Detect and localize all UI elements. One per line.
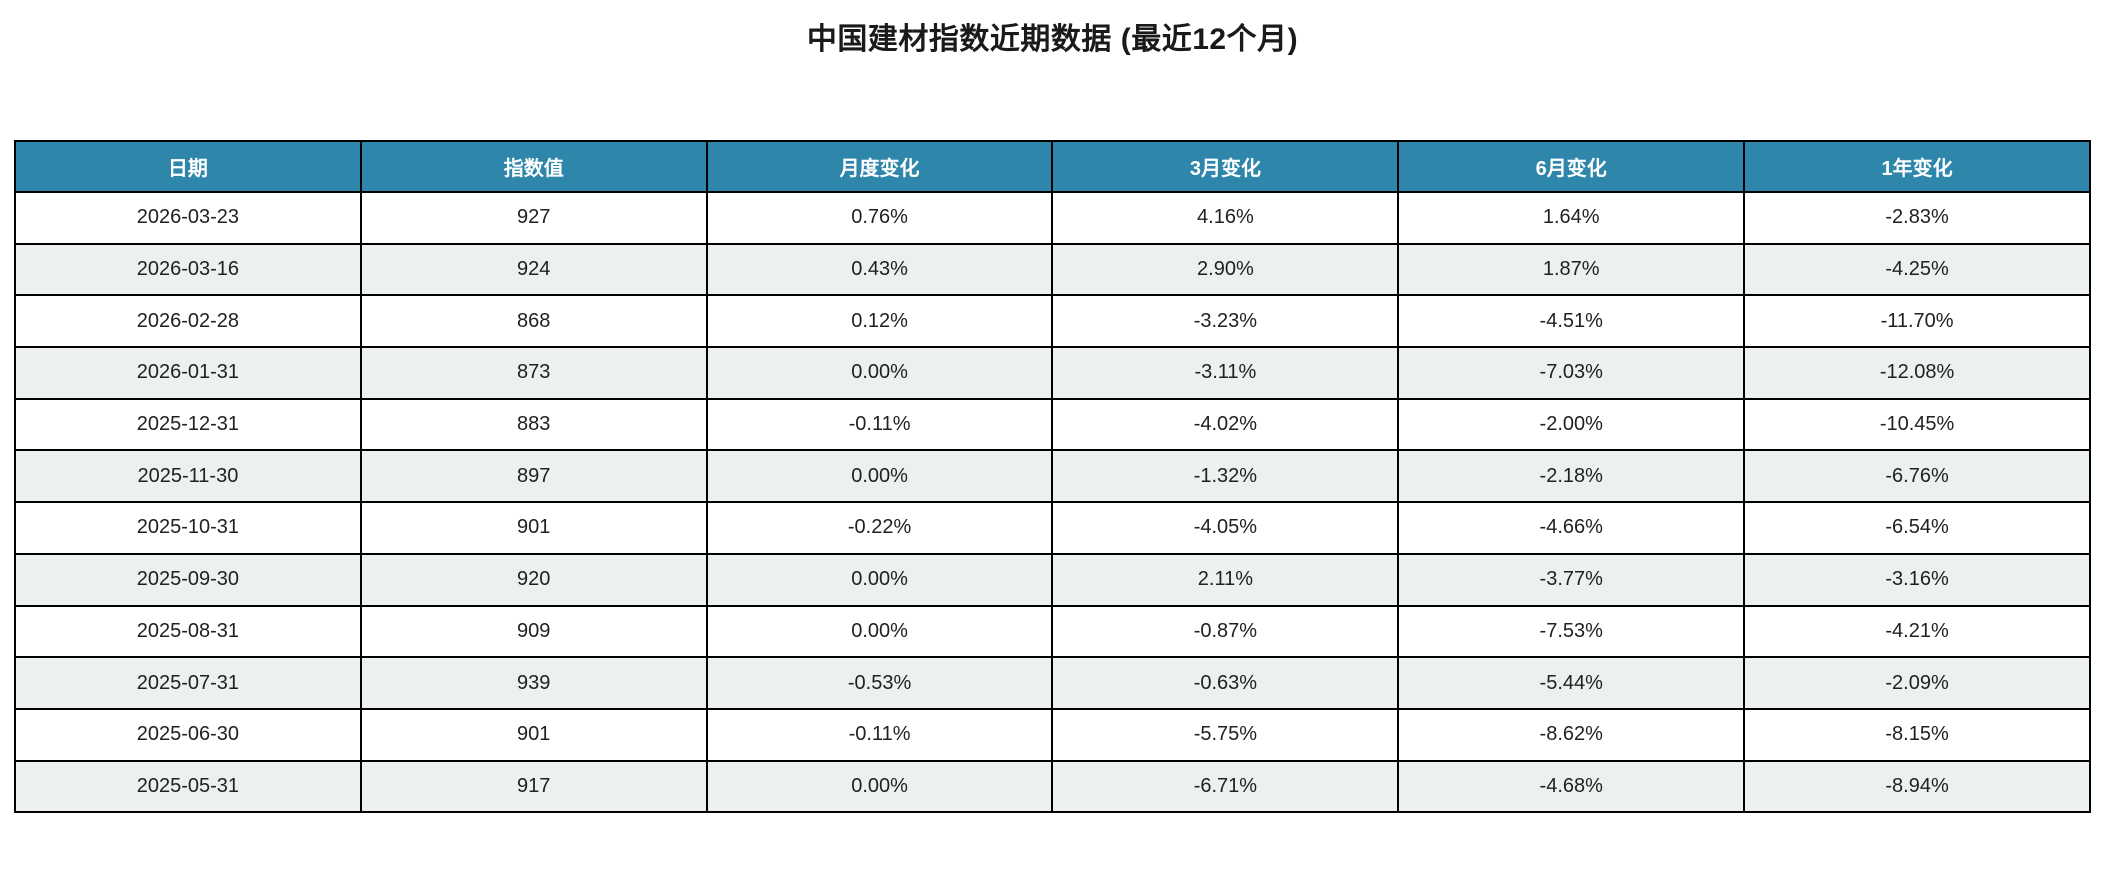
table-cell: 2.90% bbox=[1051, 242, 1400, 297]
table-cell: 868 bbox=[359, 294, 708, 349]
table-cell: -8.94% bbox=[1743, 759, 2091, 814]
table-cell: 939 bbox=[359, 656, 708, 710]
table-cell: 2026-02-28 bbox=[14, 294, 362, 349]
table-cell: 897 bbox=[359, 449, 708, 504]
table-cell: -10.45% bbox=[1743, 397, 2091, 452]
table-row: 2026-01-31 873 0.00% -3.11% -7.03% -12.08% bbox=[14, 346, 2091, 400]
table-cell: 2025-06-30 bbox=[14, 707, 362, 762]
table-cell: 0.00% bbox=[705, 759, 1054, 814]
table-cell: -7.03% bbox=[1397, 346, 1746, 400]
table-cell: -6.54% bbox=[1743, 501, 2091, 555]
table-cell: 4.16% bbox=[1051, 191, 1400, 245]
table-cell: 2025-12-31 bbox=[14, 397, 362, 452]
column-header: 1年变化 bbox=[1743, 140, 2091, 193]
table-cell: 873 bbox=[359, 346, 708, 400]
table-cell: 0.00% bbox=[705, 346, 1054, 400]
table-cell: -3.16% bbox=[1743, 552, 2091, 607]
table-cell: 0.00% bbox=[705, 449, 1054, 504]
table-cell: 1.64% bbox=[1397, 191, 1746, 245]
table-cell: -7.53% bbox=[1397, 604, 1746, 659]
table-cell: 920 bbox=[359, 552, 708, 607]
table-cell: -3.11% bbox=[1051, 346, 1400, 400]
table-cell: -3.77% bbox=[1397, 552, 1746, 607]
table-cell: 0.76% bbox=[705, 191, 1054, 245]
index-data-table: 日期 指数值 月度变化 3月变化 6月变化 1年变化 2026-03-23 927 0.76%… bbox=[14, 140, 2091, 814]
table-cell: 2025-11-30 bbox=[14, 449, 362, 504]
column-header: 指数值 bbox=[359, 140, 708, 193]
table-cell: 2026-03-23 bbox=[14, 191, 362, 245]
column-header: 6月变化 bbox=[1397, 140, 1746, 193]
table-cell: 0.12% bbox=[705, 294, 1054, 349]
table-cell: -4.05% bbox=[1051, 501, 1400, 555]
table-body: 2026-03-23 927 0.76% 4.16% 1.64% -2.83% 2026-0… bbox=[14, 191, 2091, 814]
table-row: 2026-02-28 868 0.12% -3.23% -4.51% -11.70% bbox=[14, 294, 2091, 349]
table-cell: -5.75% bbox=[1051, 707, 1400, 762]
table-row: 2025-09-30 920 0.00% 2.11% -3.77% -3.16% bbox=[14, 552, 2091, 607]
table-cell: 2025-10-31 bbox=[14, 501, 362, 555]
table-cell: 909 bbox=[359, 604, 708, 659]
table-cell: 2025-08-31 bbox=[14, 604, 362, 659]
table-cell: 901 bbox=[359, 501, 708, 555]
table-row: 2025-11-30 897 0.00% -1.32% -2.18% -6.76% bbox=[14, 449, 2091, 504]
table-header-row: 日期 指数值 月度变化 3月变化 6月变化 1年变化 bbox=[14, 140, 2091, 193]
table-cell: -11.70% bbox=[1743, 294, 2091, 349]
table-cell: -6.76% bbox=[1743, 449, 2091, 504]
table-cell: 927 bbox=[359, 191, 708, 245]
table-cell: -2.09% bbox=[1743, 656, 2091, 710]
table-row: 2025-10-31 901 -0.22% -4.05% -4.66% -6.54% bbox=[14, 501, 2091, 555]
table-cell: -4.02% bbox=[1051, 397, 1400, 452]
table-cell: 2026-01-31 bbox=[14, 346, 362, 400]
table-cell: 2.11% bbox=[1051, 552, 1400, 607]
table-cell: -4.25% bbox=[1743, 242, 2091, 297]
table-cell: -3.23% bbox=[1051, 294, 1400, 349]
table-cell: -0.87% bbox=[1051, 604, 1400, 659]
table-cell: -8.15% bbox=[1743, 707, 2091, 762]
table-cell: -4.66% bbox=[1397, 501, 1746, 555]
table-cell: 1.87% bbox=[1397, 242, 1746, 297]
table-cell: 2025-09-30 bbox=[14, 552, 362, 607]
table-cell: -0.63% bbox=[1051, 656, 1400, 710]
table-row: 2026-03-23 927 0.76% 4.16% 1.64% -2.83% bbox=[14, 191, 2091, 245]
table-row: 2025-05-31 917 0.00% -6.71% -4.68% -8.94% bbox=[14, 759, 2091, 814]
table-cell: -1.32% bbox=[1051, 449, 1400, 504]
table-cell: 2025-07-31 bbox=[14, 656, 362, 710]
table-header: 日期 指数值 月度变化 3月变化 6月变化 1年变化 bbox=[14, 140, 2091, 193]
table-cell: -2.00% bbox=[1397, 397, 1746, 452]
table-cell: -2.83% bbox=[1743, 191, 2091, 245]
table-cell: 883 bbox=[359, 397, 708, 452]
table-cell: -0.11% bbox=[705, 397, 1054, 452]
table-cell: 924 bbox=[359, 242, 708, 297]
table-cell: -4.51% bbox=[1397, 294, 1746, 349]
table-cell: -2.18% bbox=[1397, 449, 1746, 504]
column-header: 3月变化 bbox=[1051, 140, 1400, 193]
table-cell: -5.44% bbox=[1397, 656, 1746, 710]
table-cell: -6.71% bbox=[1051, 759, 1400, 814]
table-cell: 901 bbox=[359, 707, 708, 762]
table-cell: 917 bbox=[359, 759, 708, 814]
column-header: 月度变化 bbox=[705, 140, 1054, 193]
table-cell: 0.43% bbox=[705, 242, 1054, 297]
table-cell: -0.53% bbox=[705, 656, 1054, 710]
table-row: 2025-06-30 901 -0.11% -5.75% -8.62% -8.15% bbox=[14, 707, 2091, 762]
table-cell: 0.00% bbox=[705, 604, 1054, 659]
table-cell: -4.68% bbox=[1397, 759, 1746, 814]
table-row: 2025-12-31 883 -0.11% -4.02% -2.00% -10.45% bbox=[14, 397, 2091, 452]
table-cell: -12.08% bbox=[1743, 346, 2091, 400]
table-cell: -8.62% bbox=[1397, 707, 1746, 762]
table-cell: -0.22% bbox=[705, 501, 1054, 555]
table-cell: 0.00% bbox=[705, 552, 1054, 607]
table-cell: -0.11% bbox=[705, 707, 1054, 762]
column-header: 日期 bbox=[14, 140, 362, 193]
table-row: 2025-08-31 909 0.00% -0.87% -7.53% -4.21% bbox=[14, 604, 2091, 659]
table-row: 2025-07-31 939 -0.53% -0.63% -5.44% -2.09% bbox=[14, 656, 2091, 710]
table-cell: -4.21% bbox=[1743, 604, 2091, 659]
page-title: 中国建材指数近期数据 (最近12个月) bbox=[806, 23, 1299, 56]
table-cell: 2026-03-16 bbox=[14, 242, 362, 297]
table-row: 2026-03-16 924 0.43% 2.90% 1.87% -4.25% bbox=[14, 242, 2091, 297]
table-cell: 2025-05-31 bbox=[14, 759, 362, 814]
